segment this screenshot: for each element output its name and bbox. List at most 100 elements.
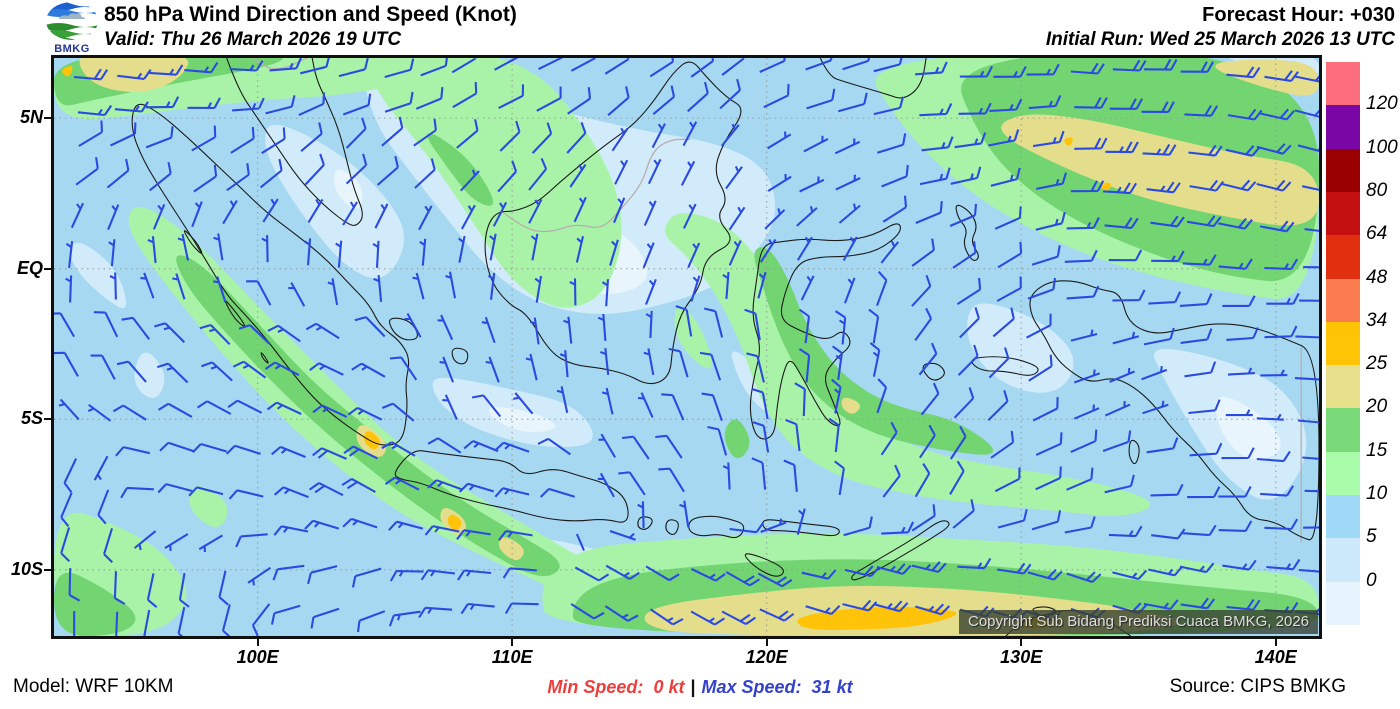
- wind-barb: [950, 166, 982, 185]
- wind-barb: [273, 525, 309, 536]
- wind-barb: [54, 312, 76, 338]
- wind-barb: [456, 119, 479, 149]
- wind-barb: [834, 138, 861, 155]
- wind-barb: [143, 609, 151, 636]
- wind-barb: [721, 610, 756, 626]
- wind-barb: [682, 121, 698, 147]
- wind-barb: [783, 459, 798, 492]
- wind-barb: [288, 282, 306, 307]
- wind-barb: [70, 202, 85, 229]
- wind-barb: [308, 482, 344, 497]
- wind-barb: [354, 316, 386, 338]
- wind-barb: [645, 279, 657, 305]
- wind-barb: [504, 602, 539, 615]
- colorbar-label-34: 34: [1366, 309, 1388, 331]
- lat-label-EQ: EQ: [16, 257, 43, 278]
- wind-barb: [575, 235, 585, 263]
- wind-barb: [463, 440, 499, 453]
- wind-barb: [1264, 70, 1299, 82]
- wind-barb: [1221, 447, 1255, 460]
- wind-barb: [1256, 450, 1291, 463]
- wind-barb: [213, 233, 224, 261]
- wind-barb: [720, 123, 740, 147]
- wind-barb: [794, 382, 806, 417]
- wind-barb: [835, 174, 861, 191]
- wind-barb: [796, 508, 806, 535]
- wind-barb: [609, 530, 636, 541]
- wind-barb: [604, 605, 639, 622]
- wind-barb: [1028, 95, 1062, 110]
- wind-barb: [232, 360, 267, 379]
- wind-barb: [1150, 483, 1184, 497]
- wind-barb: [987, 389, 1009, 422]
- wind-barb: [342, 201, 358, 226]
- wind-barb: [376, 155, 399, 186]
- wind-barb: [93, 455, 109, 481]
- lat-tick-5N: [44, 117, 51, 120]
- wind-barb: [613, 197, 626, 224]
- wind-barb: [690, 610, 725, 626]
- lon-label-130E: 130E: [1000, 647, 1043, 667]
- wind-barb: [1112, 569, 1148, 581]
- wind-barb: [1218, 486, 1252, 498]
- wind-barb: [1256, 179, 1292, 192]
- colorbar-segment: [1326, 235, 1360, 279]
- wind-barb: [1188, 399, 1221, 415]
- wind-barb: [304, 519, 340, 530]
- wind-map: [54, 58, 1319, 636]
- wind-barb: [834, 460, 845, 496]
- wind-barb: [502, 567, 537, 579]
- wind-barb: [304, 153, 325, 186]
- wind-barb: [798, 308, 811, 344]
- wind-barb: [957, 344, 979, 376]
- wind-barb: [1073, 404, 1100, 420]
- wind-barb: [567, 87, 592, 115]
- wind-barb: [1112, 331, 1140, 345]
- wind-barb: [108, 239, 116, 267]
- wind-barb: [915, 61, 948, 76]
- coastline-java: [394, 450, 629, 523]
- wind-barb: [213, 276, 227, 303]
- wind-barb: [415, 86, 444, 110]
- wind-barb: [1148, 291, 1182, 305]
- wind-barb: [785, 419, 801, 452]
- wind-barb: [643, 348, 655, 376]
- wind-barb: [803, 135, 829, 153]
- wind-barb: [419, 238, 427, 266]
- wind-barb: [178, 573, 190, 608]
- wind-barb: [992, 307, 1015, 338]
- wind-barb: [73, 610, 76, 636]
- lat-label-5N: 5N: [19, 107, 43, 128]
- wind-barb: [569, 278, 577, 306]
- wind-barb: [831, 378, 842, 414]
- max-speed-label: Max Speed:: [701, 677, 802, 697]
- wind-barb: [487, 272, 496, 300]
- wind-barb: [1104, 217, 1139, 229]
- wind-barb: [300, 58, 330, 75]
- coastline-papua: [1029, 280, 1319, 541]
- wind-barb: [988, 347, 1010, 379]
- wind-barb: [499, 120, 521, 152]
- wind-barb: [87, 403, 112, 422]
- wind-barb: [1304, 228, 1319, 232]
- wind-barb: [1031, 245, 1061, 266]
- wind-barb: [149, 64, 184, 76]
- colorbar-label-10: 10: [1366, 483, 1388, 505]
- wind-barb: [649, 608, 684, 626]
- wind-barb: [525, 353, 538, 381]
- speed-region-green: [724, 419, 750, 459]
- wind-barb: [1189, 442, 1223, 457]
- wind-barb: [1112, 289, 1146, 302]
- coastline-timor: [851, 520, 950, 581]
- wind-barb: [1180, 61, 1215, 73]
- colorbar-label-20: 20: [1366, 396, 1388, 418]
- wind-barb: [801, 569, 837, 580]
- wind-barb: [272, 564, 305, 581]
- wind-barb: [957, 557, 992, 570]
- wind-barb: [1074, 96, 1108, 109]
- wind-barb: [911, 504, 936, 532]
- coastline-bangka: [389, 317, 418, 341]
- wind-barb: [300, 122, 323, 153]
- wind-barb: [989, 98, 1023, 112]
- wind-barb: [873, 96, 905, 116]
